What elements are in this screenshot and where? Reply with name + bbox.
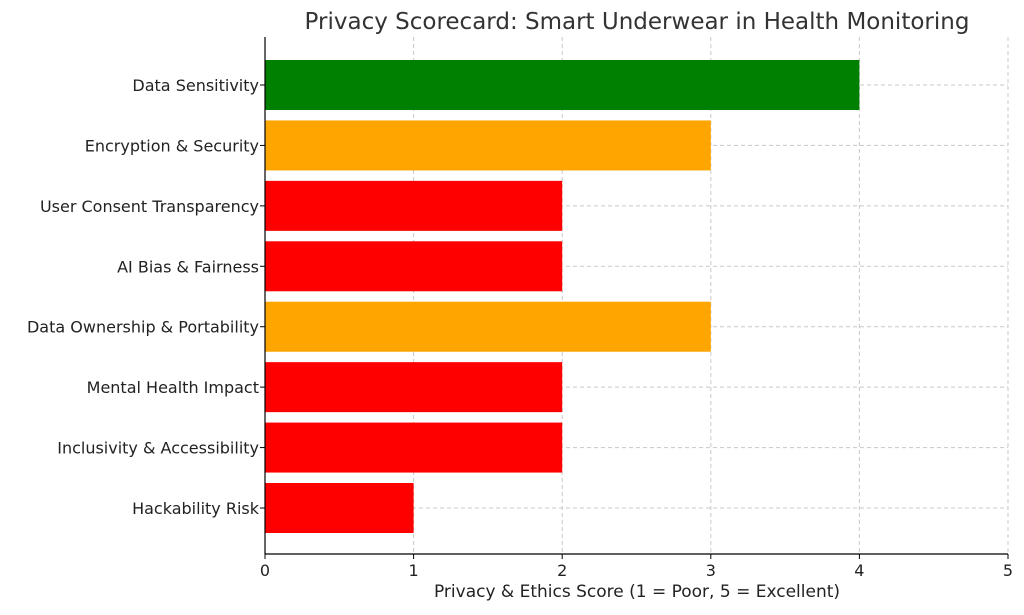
bar — [265, 180, 563, 231]
bar — [265, 422, 563, 473]
y-tick-label: AI Bias & Fairness — [117, 257, 259, 276]
bars — [265, 60, 860, 533]
bar — [265, 241, 563, 292]
bar — [265, 301, 711, 352]
axes — [260, 37, 1009, 559]
bar — [265, 60, 860, 110]
x-tick-label: 2 — [557, 561, 567, 580]
y-tick-label: User Consent Transparency — [40, 197, 259, 216]
x-tick-labels: 0 1 2 3 4 5 — [260, 561, 1013, 580]
x-tick-label: 3 — [706, 561, 716, 580]
y-tick-label: Data Ownership & Portability — [27, 318, 259, 337]
x-tick-label: 0 — [260, 561, 270, 580]
bar — [265, 483, 414, 533]
bar — [265, 120, 711, 171]
x-tick-label: 5 — [1003, 561, 1013, 580]
chart-title: Privacy Scorecard: Smart Underwear in He… — [305, 9, 970, 35]
y-tick-label: Encryption & Security — [85, 136, 259, 155]
y-tick-label: Mental Health Impact — [87, 378, 259, 397]
y-tick-labels: Data Sensitivity Encryption & Security Use… — [27, 76, 260, 518]
y-tick-label: Inclusivity & Accessibility — [57, 439, 259, 458]
y-tick-label: Hackability Risk — [132, 499, 260, 518]
bar — [265, 362, 563, 413]
x-tick-label: 4 — [854, 561, 864, 580]
x-tick-label: 1 — [409, 561, 419, 580]
y-tick-label: Data Sensitivity — [132, 76, 259, 95]
grid-lines — [264, 37, 1009, 554]
x-axis-label: Privacy & Ethics Score (1 = Poor, 5 = Ex… — [434, 582, 840, 602]
